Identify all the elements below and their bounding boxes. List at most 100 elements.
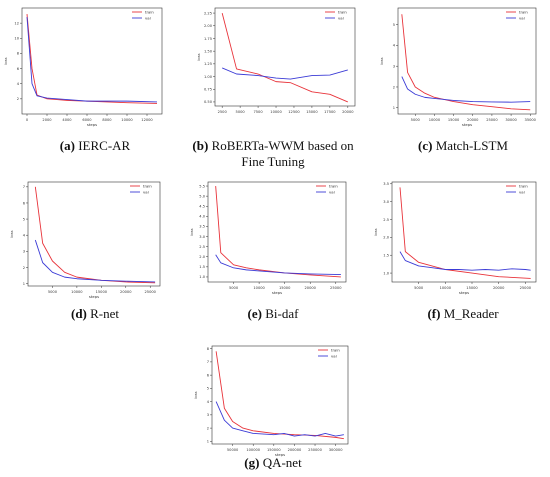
y-tick-label-b-7: 2.25 <box>204 11 212 15</box>
caption-c-text: Match-LSTM <box>432 138 508 153</box>
x-tick-label-a-6: 12000 <box>141 118 153 122</box>
x-tick-label-b-5: 15000 <box>306 110 318 114</box>
x-tick-label-c-6: 35000 <box>525 118 537 122</box>
x-axis-label-c: steps <box>462 122 472 127</box>
y-tick-label-d-3: 4 <box>23 234 26 238</box>
caption-a: (a) IERC-AR <box>30 138 160 154</box>
x-tick-label-e-4: 25000 <box>330 286 342 290</box>
y-tick-label-f-0: 1.0 <box>383 271 389 275</box>
legend-label-val-a: val <box>145 15 151 20</box>
y-tick-label-e-4: 3.0 <box>199 235 205 239</box>
x-tick-label-g-5: 300000 <box>329 448 343 452</box>
x-tick-label-g-1: 100000 <box>246 448 260 452</box>
y-tick-label-f-3: 2.5 <box>383 218 389 222</box>
x-tick-label-b-1: 5000 <box>236 110 246 114</box>
legend-label-train-a: train <box>145 9 154 14</box>
y-axis-label-c: loss <box>379 57 384 64</box>
y-tick-label-g-2: 3 <box>207 413 209 417</box>
y-tick-label-g-0: 1 <box>207 440 209 444</box>
y-tick-label-d-5: 6 <box>23 201 26 205</box>
y-tick-label-b-4: 1.50 <box>204 49 213 53</box>
x-tick-label-d-1: 10000 <box>71 290 83 294</box>
x-tick-label-d-4: 25000 <box>145 290 157 294</box>
x-tick-label-e-3: 20000 <box>305 286 317 290</box>
y-axis-label-g: loss <box>193 391 198 398</box>
caption-e: (e) Bi-daf <box>208 306 338 322</box>
legend-label-val-d: val <box>143 189 149 194</box>
x-tick-label-b-6: 17500 <box>324 110 336 114</box>
legend-label-train-c: train <box>519 9 528 14</box>
x-tick-label-b-2: 7500 <box>253 110 263 114</box>
y-tick-label-d-2: 3 <box>23 250 25 254</box>
x-axis-label-f: steps <box>459 290 469 295</box>
x-tick-label-c-2: 15000 <box>448 118 460 122</box>
y-tick-label-e-2: 2.0 <box>199 255 205 259</box>
x-tick-label-c-3: 20000 <box>467 118 479 122</box>
plot-frame-e <box>207 181 347 283</box>
y-tick-label-e-5: 3.5 <box>199 225 205 229</box>
x-tick-label-g-3: 200000 <box>288 448 302 452</box>
series-line-train-a <box>26 14 158 104</box>
y-tick-label-a-1: 4 <box>17 82 20 86</box>
plot-frame-d <box>27 181 161 287</box>
legend-label-train-d: train <box>143 183 152 188</box>
caption-b-text: RoBERTa-WWM based on <box>208 138 354 153</box>
y-tick-label-e-8: 5.0 <box>199 194 205 198</box>
series-line-val-e <box>215 254 341 275</box>
y-tick-label-e-3: 2.5 <box>199 245 205 249</box>
caption-g-text: QA-net <box>259 455 302 470</box>
x-tick-label-d-2: 15000 <box>96 290 108 294</box>
y-tick-label-c-2: 3 <box>393 64 395 68</box>
x-tick-label-b-3: 10000 <box>270 110 282 114</box>
y-tick-label-d-1: 2 <box>23 266 25 270</box>
y-tick-label-e-6: 4.0 <box>199 215 205 219</box>
y-tick-label-b-2: 1.00 <box>204 75 213 79</box>
y-tick-label-d-0: 1 <box>23 282 25 286</box>
y-axis-label-a: loss <box>3 57 8 64</box>
chart-d: 5000 10000 15000 20000 25000 1 2 3 4 5 6 7 steps loss… <box>9 181 161 299</box>
x-tick-label-e-1: 10000 <box>253 286 265 290</box>
x-tick-label-a-5: 10000 <box>121 118 133 122</box>
y-tick-label-b-0: 0.50 <box>204 100 213 104</box>
y-tick-label-g-5: 6 <box>207 373 210 377</box>
x-axis-label-d: steps <box>89 294 99 299</box>
caption-a-text: IERC-AR <box>74 138 131 153</box>
chart-f: 5000 10000 15000 20000 25000 1.0 1.5 2.0 2.5 3.0 3… <box>373 181 537 295</box>
caption-f-text: M_Reader <box>440 306 499 321</box>
x-tick-label-f-1: 10000 <box>440 286 452 290</box>
series-line-val-f <box>399 251 531 271</box>
caption-g: (g) QA-net <box>208 455 338 471</box>
y-tick-label-a-5: 12 <box>14 21 19 25</box>
x-tick-label-e-0: 5000 <box>229 286 239 290</box>
legend-label-val-b: val <box>338 15 344 20</box>
series-line-train-f <box>399 187 531 279</box>
y-tick-label-a-4: 10 <box>14 37 19 41</box>
y-axis-label-b: loss <box>196 53 201 60</box>
x-tick-label-c-4: 25000 <box>486 118 498 122</box>
x-tick-label-b-4: 12500 <box>288 110 300 114</box>
chart-e: 5000 10000 15000 20000 25000 1.0 1.5 2.0 2.5 3.0 3… <box>189 181 347 295</box>
series-line-val-a <box>26 17 158 103</box>
y-tick-label-e-7: 4.5 <box>199 205 205 209</box>
series-line-train-g <box>215 351 344 440</box>
x-tick-label-a-4: 8000 <box>102 118 112 122</box>
y-tick-label-a-2: 6 <box>17 67 20 71</box>
x-axis-label-g: steps <box>275 452 285 457</box>
x-tick-label-a-2: 4000 <box>62 118 72 122</box>
y-tick-label-a-0: 2 <box>17 97 19 101</box>
legend-label-train-f: train <box>519 183 528 188</box>
x-tick-label-g-0: 50000 <box>227 448 239 452</box>
y-tick-label-e-1: 1.5 <box>199 265 205 269</box>
legend-label-val-f: val <box>519 189 525 194</box>
legend-label-train-g: train <box>331 347 340 352</box>
x-tick-label-d-0: 5000 <box>48 290 58 294</box>
caption-d: (d) R-net <box>30 306 160 322</box>
x-tick-label-d-3: 20000 <box>120 290 132 294</box>
caption-e-letter: (e) <box>247 306 262 321</box>
x-tick-label-c-0: 5000 <box>411 118 421 122</box>
y-tick-label-c-4: 5 <box>393 23 395 27</box>
y-tick-label-g-3: 4 <box>207 400 210 404</box>
caption-a-letter: (a) <box>59 138 75 153</box>
